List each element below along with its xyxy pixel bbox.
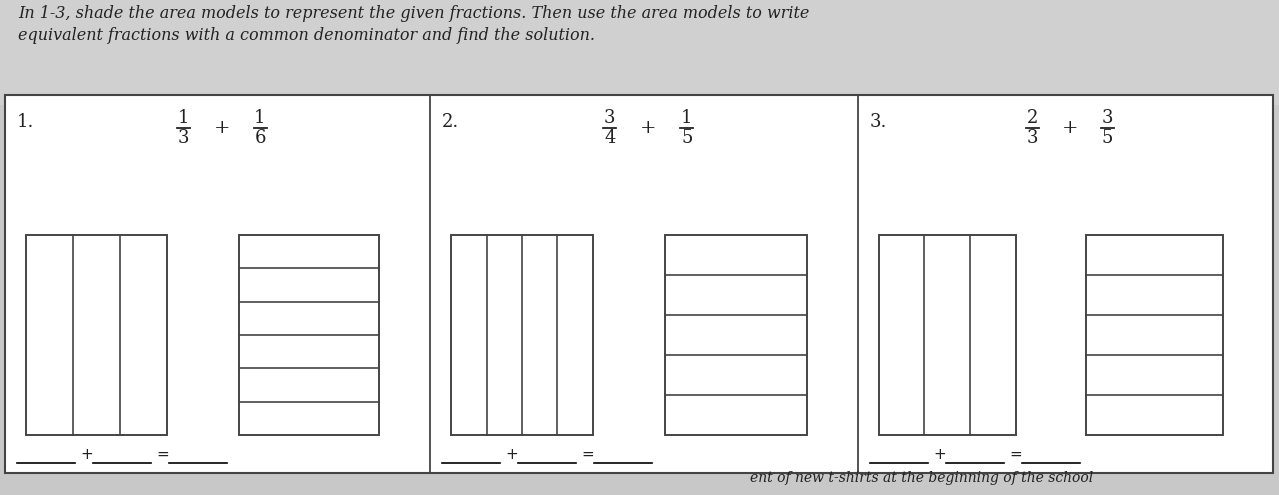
Text: =: = <box>582 447 595 462</box>
Text: equivalent fractions with a common denominator and find the solution.: equivalent fractions with a common denom… <box>18 27 595 44</box>
Text: In 1-3, shade the area models to represent the given fractions. Then use the are: In 1-3, shade the area models to represe… <box>18 5 810 22</box>
Text: 1: 1 <box>680 109 692 127</box>
Text: +: + <box>81 447 93 462</box>
Text: 6: 6 <box>255 129 266 147</box>
Text: ent of new t-shirts at the beginning of the school: ent of new t-shirts at the beginning of … <box>749 471 1094 485</box>
Text: 2.: 2. <box>443 113 459 131</box>
Text: 5: 5 <box>682 129 692 147</box>
Text: +: + <box>640 119 656 137</box>
Text: 3.: 3. <box>870 113 888 131</box>
Text: 1: 1 <box>255 109 266 127</box>
Bar <box>27 235 166 435</box>
Text: 1.: 1. <box>17 113 35 131</box>
Bar <box>5 95 1273 473</box>
Bar <box>879 235 1016 435</box>
Text: 3: 3 <box>604 109 615 127</box>
Bar <box>0 0 1279 105</box>
Bar <box>451 235 592 435</box>
Text: +: + <box>214 119 230 137</box>
Text: 1: 1 <box>178 109 189 127</box>
Text: 4: 4 <box>604 129 615 147</box>
Text: 3: 3 <box>178 129 189 147</box>
Bar <box>1086 235 1223 435</box>
Text: +: + <box>934 447 946 462</box>
Bar <box>239 235 379 435</box>
Text: 5: 5 <box>1101 129 1113 147</box>
Text: +: + <box>505 447 518 462</box>
Text: +: + <box>1062 119 1078 137</box>
Text: =: = <box>156 447 169 462</box>
Text: 3: 3 <box>1101 109 1113 127</box>
Text: 3: 3 <box>1027 129 1039 147</box>
Bar <box>665 235 807 435</box>
Text: =: = <box>1009 447 1022 462</box>
Text: 2: 2 <box>1027 109 1039 127</box>
